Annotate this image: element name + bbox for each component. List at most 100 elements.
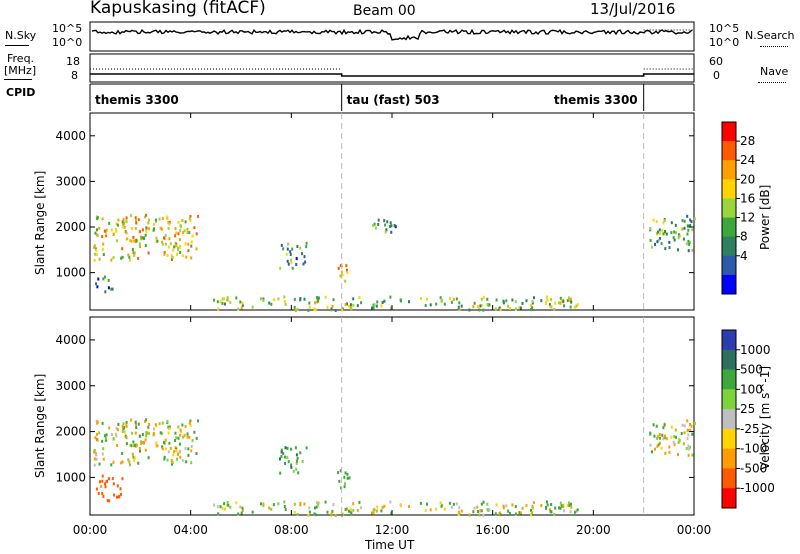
power-cell — [125, 237, 128, 241]
power-cell — [553, 308, 556, 311]
power-cell — [658, 237, 661, 241]
power-cell — [554, 301, 557, 305]
power-cell — [171, 256, 174, 259]
power-cell — [303, 255, 306, 259]
power-cell — [302, 262, 305, 266]
power-cell — [358, 296, 361, 299]
velocity-cell — [179, 428, 182, 432]
velocity-cell — [352, 502, 355, 506]
velocity-cell — [152, 433, 155, 437]
velocity-cell — [383, 504, 386, 508]
velocity-cell — [348, 476, 351, 480]
power-cell — [290, 261, 293, 265]
velocity-cell — [96, 432, 98, 436]
power-cell — [360, 301, 363, 305]
velocity-cell — [121, 477, 124, 481]
velocity-cell — [332, 503, 335, 507]
power-cell — [282, 247, 285, 251]
power-cell — [147, 251, 150, 255]
power-colorbar-swatch — [722, 255, 736, 276]
velocity-cell — [113, 493, 116, 497]
power-cell — [339, 264, 342, 268]
nsky-legend-line — [5, 45, 29, 46]
velocity-cell — [156, 444, 159, 448]
power-cell — [659, 232, 662, 236]
power-cell — [156, 239, 159, 243]
power-cell — [486, 297, 489, 301]
power-cell — [291, 247, 294, 251]
power-colorbar-swatch — [722, 160, 736, 180]
velocity-colorbar-label: Velocity [m s^-1] — [758, 365, 772, 470]
velocity-cell — [102, 494, 105, 498]
velocity-cell — [477, 510, 480, 513]
velocity-cell — [452, 502, 455, 506]
velocity-cell — [262, 504, 265, 508]
velocity-cell — [664, 434, 667, 438]
velocity-cell — [227, 503, 230, 507]
power-cell — [448, 296, 451, 300]
velocity-cell — [658, 433, 661, 436]
velocity-cell — [118, 494, 121, 498]
velocity-cell — [455, 502, 458, 506]
power-panel-frame — [89, 112, 695, 311]
power-cell — [189, 215, 192, 218]
power-cell — [389, 221, 392, 225]
velocity-cell — [95, 453, 98, 457]
power-cell — [163, 252, 166, 256]
velocity-cell — [115, 426, 118, 430]
velocity-cell — [93, 463, 96, 467]
velocity-cell — [400, 504, 402, 508]
power-cell — [159, 226, 162, 230]
velocity-cell — [349, 510, 352, 514]
velocity-cell — [340, 486, 343, 490]
velocity-cell — [295, 461, 298, 465]
power-cell — [125, 231, 128, 235]
velocity-cell — [175, 449, 178, 452]
power-cell — [352, 303, 355, 307]
power-cell — [132, 235, 135, 239]
power-cell — [548, 303, 551, 307]
power-cell — [133, 239, 136, 243]
power-colorbar-swatch — [722, 198, 736, 218]
velocity-cell — [440, 504, 443, 508]
power-cell — [168, 237, 171, 241]
velocity-cell — [168, 425, 171, 429]
power-cell — [531, 301, 534, 305]
power-cell — [96, 234, 99, 237]
power-cell — [317, 299, 320, 303]
velocity-cell — [651, 450, 653, 454]
power-cell — [374, 226, 377, 230]
velocity-cell — [145, 418, 148, 422]
cpid-label-text: themis 3300 — [95, 93, 179, 107]
beam-label: Beam 00 — [353, 3, 416, 19]
velocity-cell — [380, 509, 383, 513]
velocity-cell — [331, 509, 334, 513]
velocity-cell — [105, 438, 108, 442]
velocity-cell — [339, 469, 342, 473]
velocity-cell — [283, 500, 286, 504]
power-cell — [279, 266, 282, 270]
velocity-cell — [177, 452, 179, 456]
velocity-cell — [148, 423, 151, 426]
power-cell — [315, 296, 318, 300]
velocity-cell — [104, 482, 106, 486]
power-cell — [178, 238, 181, 242]
power-cell — [691, 248, 694, 252]
velocity-cell — [189, 423, 192, 427]
velocity-cell — [381, 506, 384, 509]
power-cell — [664, 247, 667, 251]
velocity-cell — [297, 471, 300, 475]
velocity-cell — [177, 425, 180, 429]
velocity-cell — [672, 440, 675, 444]
power-cell — [179, 229, 182, 233]
velocity-cell — [98, 480, 101, 484]
velocity-cell — [120, 492, 123, 496]
velocity-cell — [668, 450, 671, 454]
velocity-cell — [314, 506, 316, 510]
power-cell — [137, 218, 140, 222]
velocity-cell — [96, 438, 99, 442]
velocity-cell — [656, 436, 659, 440]
velocity-cell — [125, 436, 128, 440]
power-cell — [508, 306, 511, 310]
power-cell — [190, 256, 193, 260]
